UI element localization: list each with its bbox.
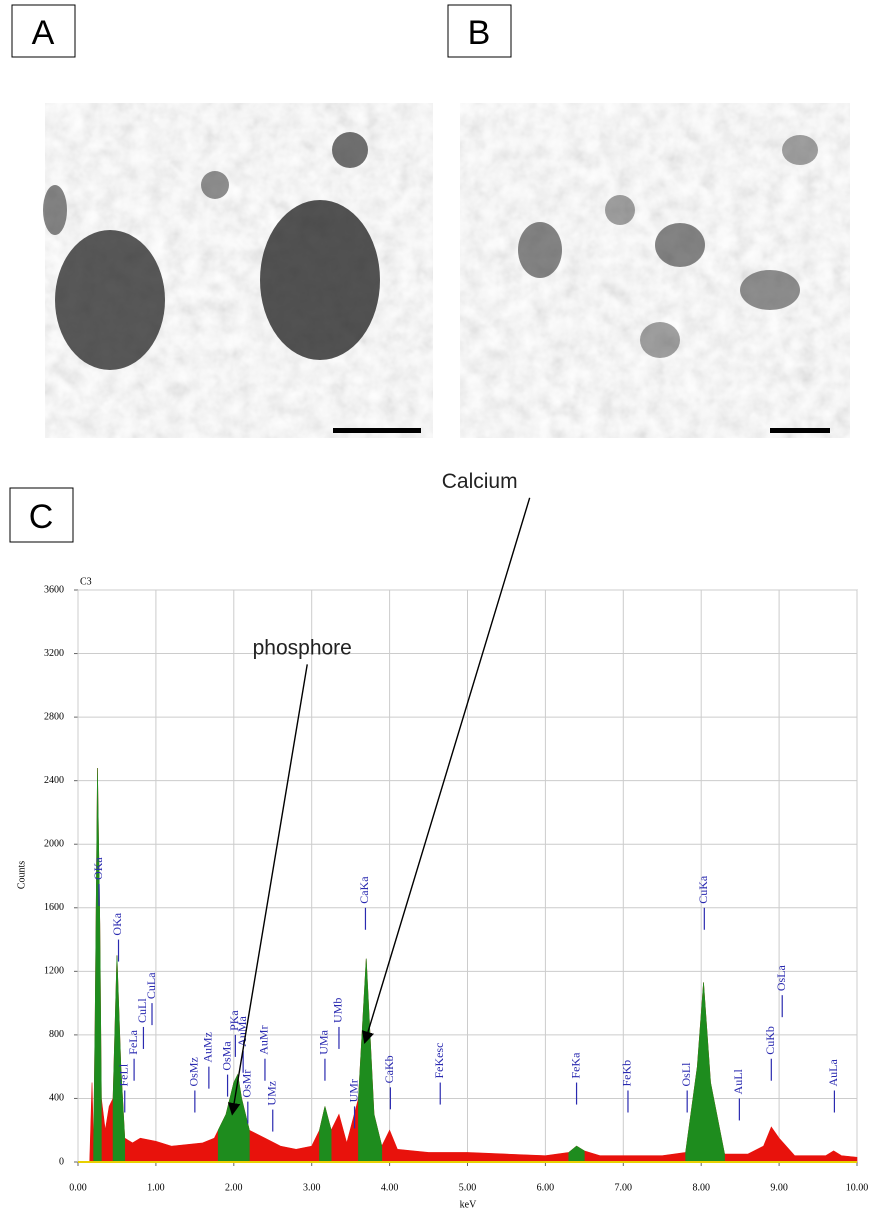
micrograph-b bbox=[460, 103, 850, 438]
peak-label: OKa bbox=[110, 912, 124, 935]
peak-label: FeKb bbox=[620, 1060, 634, 1087]
x-tick-label: 4.00 bbox=[381, 1182, 399, 1193]
chart-label: C3 bbox=[80, 576, 92, 587]
peak-label: OsMr bbox=[240, 1070, 254, 1098]
y-tick-label: 1600 bbox=[44, 902, 64, 913]
x-tick-label: 1.00 bbox=[147, 1182, 165, 1193]
peak-label: UMb bbox=[331, 998, 345, 1023]
peak-label: OsLl bbox=[679, 1062, 693, 1087]
y-tick-label: 0 bbox=[59, 1156, 64, 1167]
arrow bbox=[227, 664, 308, 1116]
peak-label: CuLa bbox=[144, 972, 158, 999]
panel-label: A bbox=[32, 14, 55, 52]
spectrum-area bbox=[93, 767, 725, 1163]
arrow-label: phosphore bbox=[253, 636, 352, 659]
label-box bbox=[447, 4, 512, 58]
plot: 0 400 800 1200 1600 2000 2400 2800 3200 3600 0.00 1… bbox=[44, 470, 868, 1193]
peak-label: CuKb bbox=[763, 1026, 777, 1055]
peak-label: OsMa bbox=[219, 1041, 233, 1071]
peak-label: FeLa bbox=[126, 1029, 140, 1054]
y-tick-label: 1200 bbox=[44, 966, 64, 977]
panel-label: C bbox=[29, 498, 54, 536]
y-tick-label: 2000 bbox=[44, 839, 64, 850]
peak-label: CaKa bbox=[357, 876, 371, 904]
label-box bbox=[9, 487, 74, 543]
x-tick-label: 0.00 bbox=[69, 1182, 87, 1193]
peak-label: UMz bbox=[265, 1081, 279, 1106]
arrow bbox=[361, 497, 531, 1045]
peak-label: AuLl bbox=[731, 1068, 745, 1094]
panel-label: B bbox=[468, 14, 491, 52]
peak-label: FeLl bbox=[116, 1063, 130, 1086]
x-tick-label: 2.00 bbox=[225, 1182, 243, 1193]
x-tick-label: 8.00 bbox=[692, 1182, 710, 1193]
peak-label: AuMz bbox=[201, 1032, 215, 1063]
peak-label: FeKesc bbox=[432, 1043, 446, 1079]
y-tick-label: 400 bbox=[49, 1093, 64, 1104]
peak-label: CuKa bbox=[696, 875, 710, 904]
label-box bbox=[11, 4, 76, 58]
peak-label: AuMr bbox=[257, 1025, 271, 1054]
x-tick-label: 9.00 bbox=[770, 1182, 788, 1193]
peak-label: UMr bbox=[346, 1079, 360, 1102]
peak-label: OKa bbox=[91, 857, 105, 880]
peak-label: FeKa bbox=[568, 1052, 582, 1079]
micrograph-a bbox=[43, 103, 433, 438]
x-tick-label: 7.00 bbox=[615, 1182, 633, 1193]
peak-label: CuLl bbox=[135, 998, 149, 1023]
x-tick-label: 5.00 bbox=[459, 1182, 477, 1193]
x-axis-title: keV bbox=[460, 1199, 477, 1209]
x-tick-label: 10.00 bbox=[846, 1182, 869, 1193]
y-tick-label: 800 bbox=[49, 1029, 64, 1040]
peak-label: CaKb bbox=[382, 1055, 396, 1083]
y-tick-label: 2400 bbox=[44, 775, 64, 786]
arrow-label: Calcium bbox=[442, 470, 518, 493]
peak-label: AuLa bbox=[826, 1059, 840, 1087]
y-tick-label: 3200 bbox=[44, 648, 64, 659]
y-tick-label: 2800 bbox=[44, 711, 64, 722]
peak-label: PKa bbox=[227, 1010, 241, 1031]
peak-label: UMa bbox=[317, 1029, 331, 1054]
peak-label: OsLa bbox=[774, 965, 788, 992]
x-tick-label: 3.00 bbox=[303, 1182, 321, 1193]
y-tick-label: 3600 bbox=[44, 584, 64, 595]
y-axis-title: Counts bbox=[16, 861, 27, 889]
x-tick-label: 6.00 bbox=[537, 1182, 555, 1193]
peak-label: OsMz bbox=[187, 1057, 201, 1086]
